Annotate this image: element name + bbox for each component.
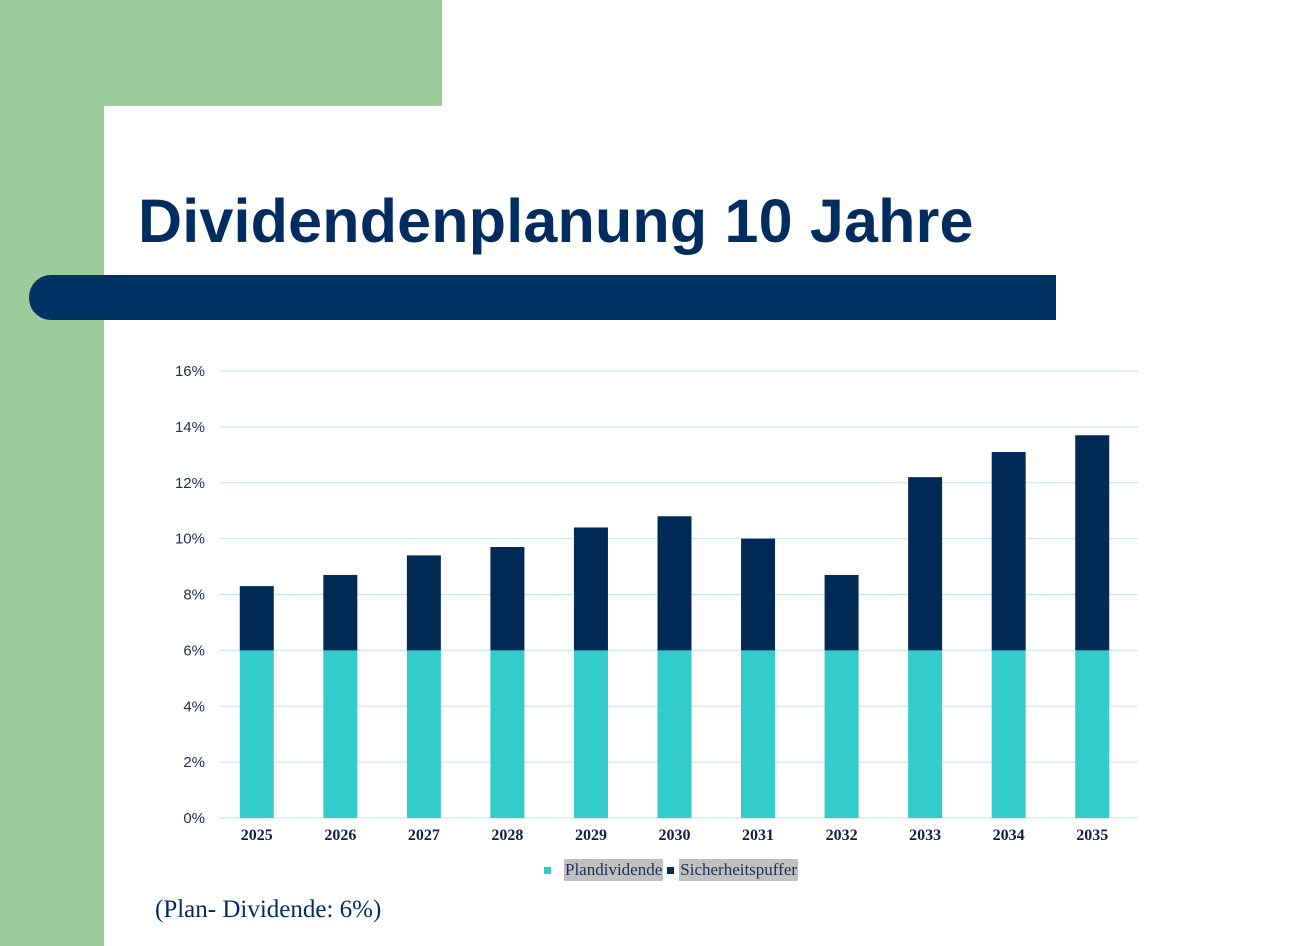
bar-sicherheitspuffer	[323, 574, 358, 651]
content-area-corner	[104, 106, 504, 306]
bar-plandividende	[908, 650, 943, 818]
legend-item-plandividende: Plandividende	[544, 859, 664, 881]
bar-plandividende	[323, 650, 358, 818]
bar-sicherheitspuffer	[908, 477, 943, 651]
x-tick-label: 2035	[1076, 827, 1108, 844]
y-tick-label: 10%	[175, 531, 205, 548]
x-tick-label: 2030	[659, 827, 691, 844]
bar-plandividende	[991, 650, 1026, 818]
x-tick-label: 2028	[491, 827, 523, 844]
footnote: (Plan- Dividende: 6%)	[155, 896, 382, 923]
bar-sicherheitspuffer	[741, 538, 776, 651]
chart-legend: Plandividende Sicherheitspuffer	[544, 859, 802, 881]
y-tick-label: 2%	[183, 754, 205, 771]
bar-plandividende	[1075, 650, 1110, 818]
bar-sicherheitspuffer	[657, 516, 692, 651]
legend-swatch-plandividende	[544, 866, 551, 874]
x-tick-label: 2026	[324, 827, 356, 844]
bar-plandividende	[573, 650, 608, 818]
bar-plandividende	[824, 650, 859, 818]
slide-title: Dividendenplanung 10 Jahre	[138, 187, 974, 255]
bar-plandividende	[741, 650, 776, 818]
y-tick-label: 14%	[175, 419, 205, 436]
bar-sicherheitspuffer	[1075, 435, 1110, 651]
bar-sicherheitspuffer	[991, 452, 1026, 651]
bar-plandividende	[490, 650, 525, 818]
x-tick-label: 2027	[408, 827, 440, 844]
legend-label-sicherheitspuffer: Sicherheitspuffer	[679, 859, 799, 881]
y-tick-label: 4%	[183, 698, 205, 715]
x-tick-label: 2033	[909, 827, 941, 844]
bar-sicherheitspuffer	[573, 527, 608, 651]
y-tick-label: 12%	[175, 475, 205, 492]
legend-item-sicherheitspuffer: Sicherheitspuffer	[667, 859, 799, 881]
x-tick-label: 2032	[826, 827, 858, 844]
legend-swatch-sicherheitspuffer	[667, 866, 675, 874]
x-tick-label: 2029	[575, 827, 607, 844]
x-tick-label: 2031	[742, 827, 774, 844]
bar-sicherheitspuffer	[239, 586, 274, 651]
bar-sicherheitspuffer	[490, 547, 525, 651]
y-tick-label: 8%	[183, 587, 205, 604]
bar-plandividende	[657, 650, 692, 818]
bars	[239, 435, 1110, 818]
title-underline-bar	[29, 275, 1056, 320]
decorative-green-block-left	[0, 0, 104, 946]
bar-sicherheitspuffer	[824, 574, 859, 651]
legend-label-plandividende: Plandividende	[564, 859, 664, 881]
y-axis-tick-labels: 0% 2% 4% 6% 8% 10% 12% 14% 16%	[175, 363, 205, 827]
y-tick-label: 16%	[175, 363, 205, 380]
x-tick-label: 2025	[241, 827, 273, 844]
y-tick-label: 6%	[183, 642, 205, 659]
bar-plandividende	[239, 650, 274, 818]
bar-plandividende	[406, 650, 441, 818]
bar-sicherheitspuffer	[406, 555, 441, 651]
x-axis-tick-labels: 2025 2026 2027 2028 2029 2030 2031 2032 2033 2034…	[241, 827, 1108, 844]
x-tick-label: 2034	[993, 827, 1025, 844]
y-tick-label: 0%	[183, 810, 205, 827]
